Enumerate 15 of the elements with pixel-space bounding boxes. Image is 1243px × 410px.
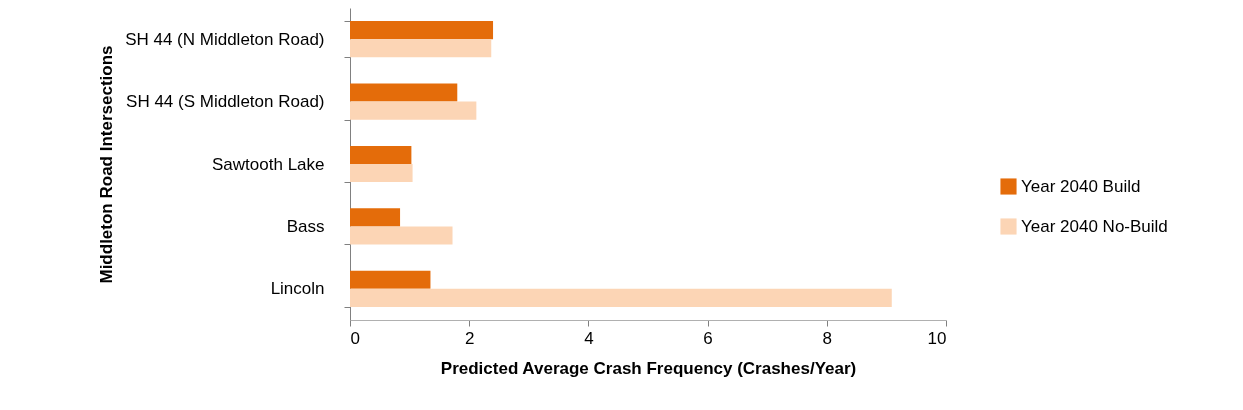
x-tick-label: 10 (927, 328, 947, 348)
x-tick-label: 8 (822, 328, 833, 348)
y-tick-label: SH 44 (S Middleton Road) (126, 92, 325, 112)
x-tick-label: 2 (464, 328, 475, 348)
legend-label: Year 2040 Build (1021, 176, 1141, 196)
legend-label: Year 2040 No-Build (1021, 216, 1168, 236)
y-axis-title: Middleton Road Intersections (96, 45, 116, 284)
x-tick-label: 6 (703, 328, 713, 348)
x-tick-label: 4 (584, 328, 594, 348)
y-tick-label: Bass (286, 216, 325, 236)
y-tick-label: SH 44 (N Middleton Road) (125, 29, 325, 49)
x-axis-title: Predicted Average Crash Frequency (Crashes/Year) (440, 358, 857, 378)
y-tick-label: Lincoln (270, 279, 325, 299)
x-tick-label: 0 (350, 328, 360, 348)
y-tick-label: Sawtooth Lake (212, 154, 325, 174)
